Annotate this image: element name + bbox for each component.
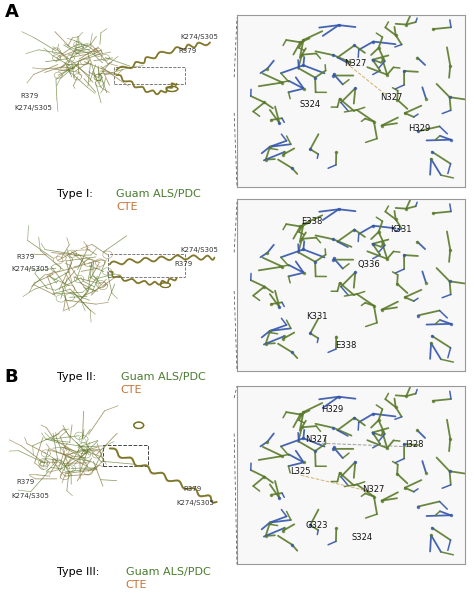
Text: Q336: Q336 [357, 260, 380, 269]
Text: K274/S305: K274/S305 [14, 105, 52, 110]
Text: N327: N327 [381, 93, 403, 102]
Text: K274/S305: K274/S305 [12, 494, 50, 500]
Text: Guam ALS/PDC: Guam ALS/PDC [126, 567, 210, 577]
Text: N327: N327 [362, 485, 385, 494]
Text: K274/S305: K274/S305 [180, 34, 218, 40]
Text: B: B [5, 368, 18, 386]
Text: Type III:: Type III: [57, 567, 99, 577]
Bar [103, 445, 147, 466]
Text: H329: H329 [321, 405, 344, 414]
Text: K331: K331 [390, 226, 411, 235]
Text: K274/S305: K274/S305 [176, 501, 214, 507]
Text: CTE: CTE [126, 580, 147, 590]
Text: S324: S324 [352, 533, 373, 542]
Text: A: A [5, 3, 18, 21]
Text: K274/S305: K274/S305 [12, 266, 50, 272]
Text: R379: R379 [174, 261, 192, 267]
Text: Type II:: Type II: [57, 372, 96, 382]
Text: E338: E338 [301, 217, 323, 226]
Text: L325: L325 [291, 467, 311, 476]
Text: N327: N327 [305, 435, 328, 444]
Text: E338: E338 [336, 341, 357, 350]
Text: N327: N327 [344, 59, 366, 68]
Text: R379: R379 [16, 479, 35, 485]
Text: CTE: CTE [121, 386, 142, 395]
Text: I328: I328 [405, 440, 424, 450]
Bar [108, 254, 185, 276]
Text: Type I:: Type I: [57, 189, 93, 199]
Text: R379: R379 [179, 48, 197, 53]
Text: K274/S305: K274/S305 [180, 247, 218, 254]
Text: G323: G323 [305, 520, 328, 530]
Text: Guam ALS/PDC: Guam ALS/PDC [116, 189, 201, 199]
Text: Guam ALS/PDC: Guam ALS/PDC [121, 372, 206, 382]
Text: R379: R379 [16, 254, 35, 260]
Text: K331: K331 [306, 312, 328, 321]
Text: R379: R379 [183, 486, 201, 492]
Text: R379: R379 [21, 93, 39, 99]
Text: CTE: CTE [116, 203, 137, 212]
Text: S324: S324 [299, 100, 320, 109]
Text: H329: H329 [408, 124, 430, 133]
Bar [114, 67, 185, 84]
